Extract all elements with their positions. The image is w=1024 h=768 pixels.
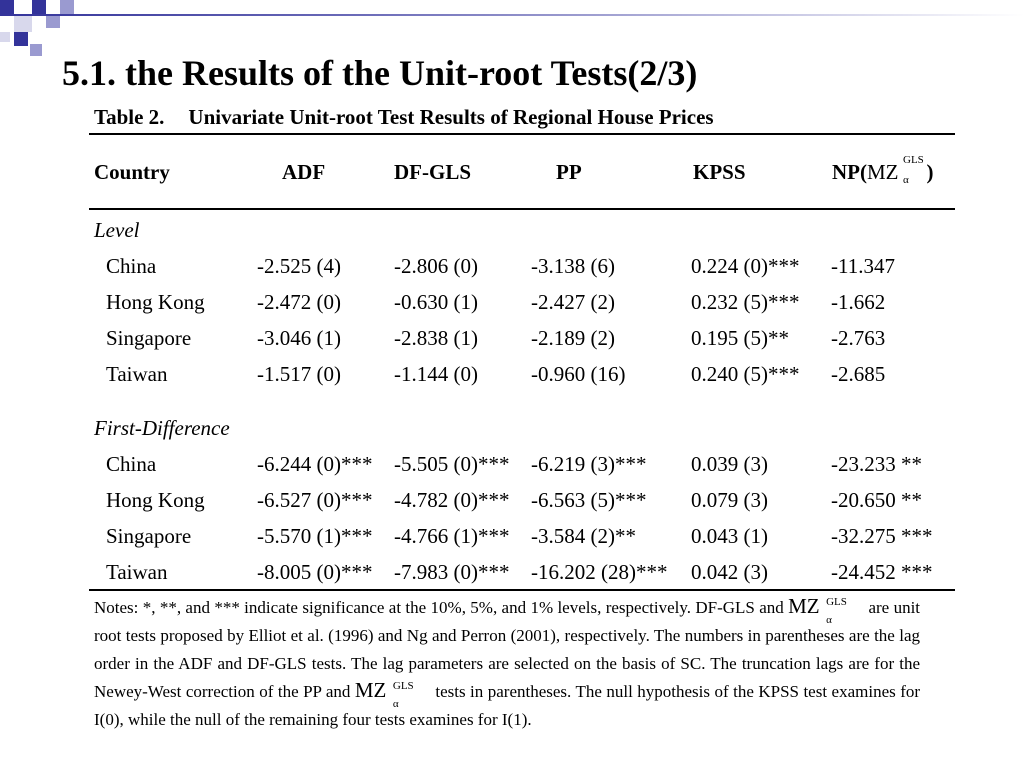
cell-adf: -3.046 (1): [257, 326, 341, 350]
decor-square-4: [14, 14, 32, 32]
decor-square-8: [0, 32, 10, 42]
cell-adf: -6.527 (0)***: [257, 488, 373, 512]
header-country: Country: [94, 160, 170, 184]
decor-square-2: [32, 0, 46, 14]
cell-dfgls: -7.983 (0)***: [394, 560, 510, 584]
cell-pp: -6.563 (5)***: [531, 488, 647, 512]
cell-kpss: 0.224 (0)***: [691, 254, 800, 278]
cell-pp: -6.219 (3)***: [531, 452, 647, 476]
table-row: China -6.244 (0)*** -5.505 (0)*** -6.219…: [0, 452, 1024, 486]
table-row: Hong Kong -6.527 (0)*** -4.782 (0)*** -6…: [0, 488, 1024, 522]
notes-part-1: Notes: *, **, and *** indicate significa…: [94, 598, 784, 617]
cell-country: China: [106, 254, 157, 278]
notes-mz-sub-1: α: [826, 614, 832, 626]
cell-dfgls: -0.630 (1): [394, 290, 478, 314]
cell-kpss: 0.079 (3): [691, 488, 768, 512]
cell-pp: -3.138 (6): [531, 254, 615, 278]
cell-dfgls: -2.838 (1): [394, 326, 478, 350]
table-row: Hong Kong -2.472 (0) -0.630 (1) -2.427 (…: [0, 290, 1024, 324]
header-dfgls: DF-GLS: [394, 160, 472, 184]
cell-adf: -2.525 (4): [257, 254, 341, 278]
table-top-rule: [89, 133, 955, 135]
table-row: Singapore -3.046 (1) -2.838 (1) -2.189 (…: [0, 326, 1024, 360]
cell-adf: -8.005 (0)***: [257, 560, 373, 584]
section-label-first-difference: First-Difference: [94, 416, 230, 440]
decor-square-3: [60, 0, 74, 14]
cell-pp: -16.202 (28)***: [531, 560, 668, 584]
header-np-mz-sub: α: [903, 174, 909, 186]
decor-square-5: [46, 14, 60, 28]
table-caption-number: Table 2.: [94, 105, 165, 129]
section-label-level: Level: [94, 218, 140, 242]
table-header-rule: [89, 208, 955, 210]
cell-dfgls: -4.782 (0)***: [394, 488, 510, 512]
header-np-mz-text: MZ: [867, 160, 899, 184]
cell-adf: -2.472 (0): [257, 290, 341, 314]
cell-np: -1.662: [831, 290, 886, 314]
cell-adf: -1.517 (0): [257, 362, 341, 386]
notes-mz-text-2: MZ: [354, 678, 387, 703]
table-notes: Notes: *, **, and *** indicate significa…: [94, 593, 920, 734]
notes-mz-symbol-2: MZ GLS α: [354, 677, 431, 710]
cell-country: Singapore: [106, 326, 192, 350]
cell-country: Taiwan: [106, 362, 168, 386]
notes-part-2: are unit root tests proposed by Elliot e…: [94, 598, 921, 702]
table-caption-text: Univariate Unit-root Test Results of Reg…: [188, 105, 714, 129]
header-np-mz-sup: GLS: [903, 154, 924, 166]
header-np-mz: MZ GLS α: [867, 154, 924, 186]
cell-np: -23.233 **: [831, 452, 922, 476]
notes-mz-sub-2: α: [392, 698, 399, 711]
header-gradient-bar: [0, 14, 1024, 16]
header-np-prefix: NP(: [832, 160, 867, 184]
header-np: NP(MZ GLS α): [832, 154, 934, 186]
table-row: Taiwan -1.517 (0) -1.144 (0) -0.960 (16)…: [0, 362, 1024, 396]
cell-kpss: 0.195 (5)**: [691, 326, 789, 350]
cell-dfgls: -1.144 (0): [394, 362, 478, 386]
cell-np: -2.685: [831, 362, 886, 386]
notes-mz-symbol-1: MZ GLS α: [788, 593, 864, 626]
table-row: China -2.525 (4) -2.806 (0) -3.138 (6) 0…: [0, 254, 1024, 288]
decor-square-1: [0, 0, 14, 14]
cell-pp: -2.189 (2): [531, 326, 615, 350]
cell-dfgls: -5.505 (0)***: [394, 452, 510, 476]
header-pp: PP: [556, 160, 582, 184]
cell-country: Hong Kong: [106, 290, 205, 314]
cell-kpss: 0.043 (1): [691, 524, 768, 548]
cell-kpss: 0.039 (3): [691, 452, 768, 476]
notes-part-3: tests in parentheses. The null hypothesi…: [94, 682, 921, 730]
cell-country: Singapore: [106, 524, 192, 548]
cell-country: Hong Kong: [106, 488, 205, 512]
table-row: Taiwan -8.005 (0)*** -7.983 (0)*** -16.2…: [0, 560, 1024, 594]
cell-country: Taiwan: [106, 560, 168, 584]
cell-pp: -3.584 (2)**: [531, 524, 636, 548]
cell-adf: -5.570 (1)***: [257, 524, 373, 548]
table-row: Singapore -5.570 (1)*** -4.766 (1)*** -3…: [0, 524, 1024, 558]
cell-country: China: [106, 452, 157, 476]
header-adf: ADF: [282, 160, 326, 184]
table-caption: Table 2. Univariate Unit-root Test Result…: [94, 105, 714, 130]
cell-kpss: 0.240 (5)***: [691, 362, 800, 386]
cell-kpss: 0.232 (5)***: [691, 290, 800, 314]
notes-mz-sup-2: GLS: [392, 680, 414, 693]
cell-np: -24.452 ***: [831, 560, 933, 584]
cell-pp: -0.960 (16): [531, 362, 626, 386]
table-bottom-rule: [89, 589, 955, 591]
slide-title: 5.1. the Results of the Unit-root Tests(…: [62, 53, 698, 93]
cell-np: -20.650 **: [831, 488, 922, 512]
cell-dfgls: -2.806 (0): [394, 254, 478, 278]
cell-np: -2.763: [831, 326, 886, 350]
cell-adf: -6.244 (0)***: [257, 452, 373, 476]
cell-np: -32.275 ***: [831, 524, 933, 548]
notes-mz-text-1: MZ: [788, 594, 820, 618]
decor-square-7: [30, 44, 42, 56]
decor-square-6: [14, 32, 28, 46]
cell-np: -11.347: [831, 254, 895, 278]
header-np-suffix: ): [926, 160, 934, 184]
cell-kpss: 0.042 (3): [691, 560, 768, 584]
cell-dfgls: -4.766 (1)***: [394, 524, 510, 548]
cell-pp: -2.427 (2): [531, 290, 615, 314]
header-kpss: KPSS: [693, 160, 746, 184]
notes-mz-sup-1: GLS: [826, 596, 847, 608]
